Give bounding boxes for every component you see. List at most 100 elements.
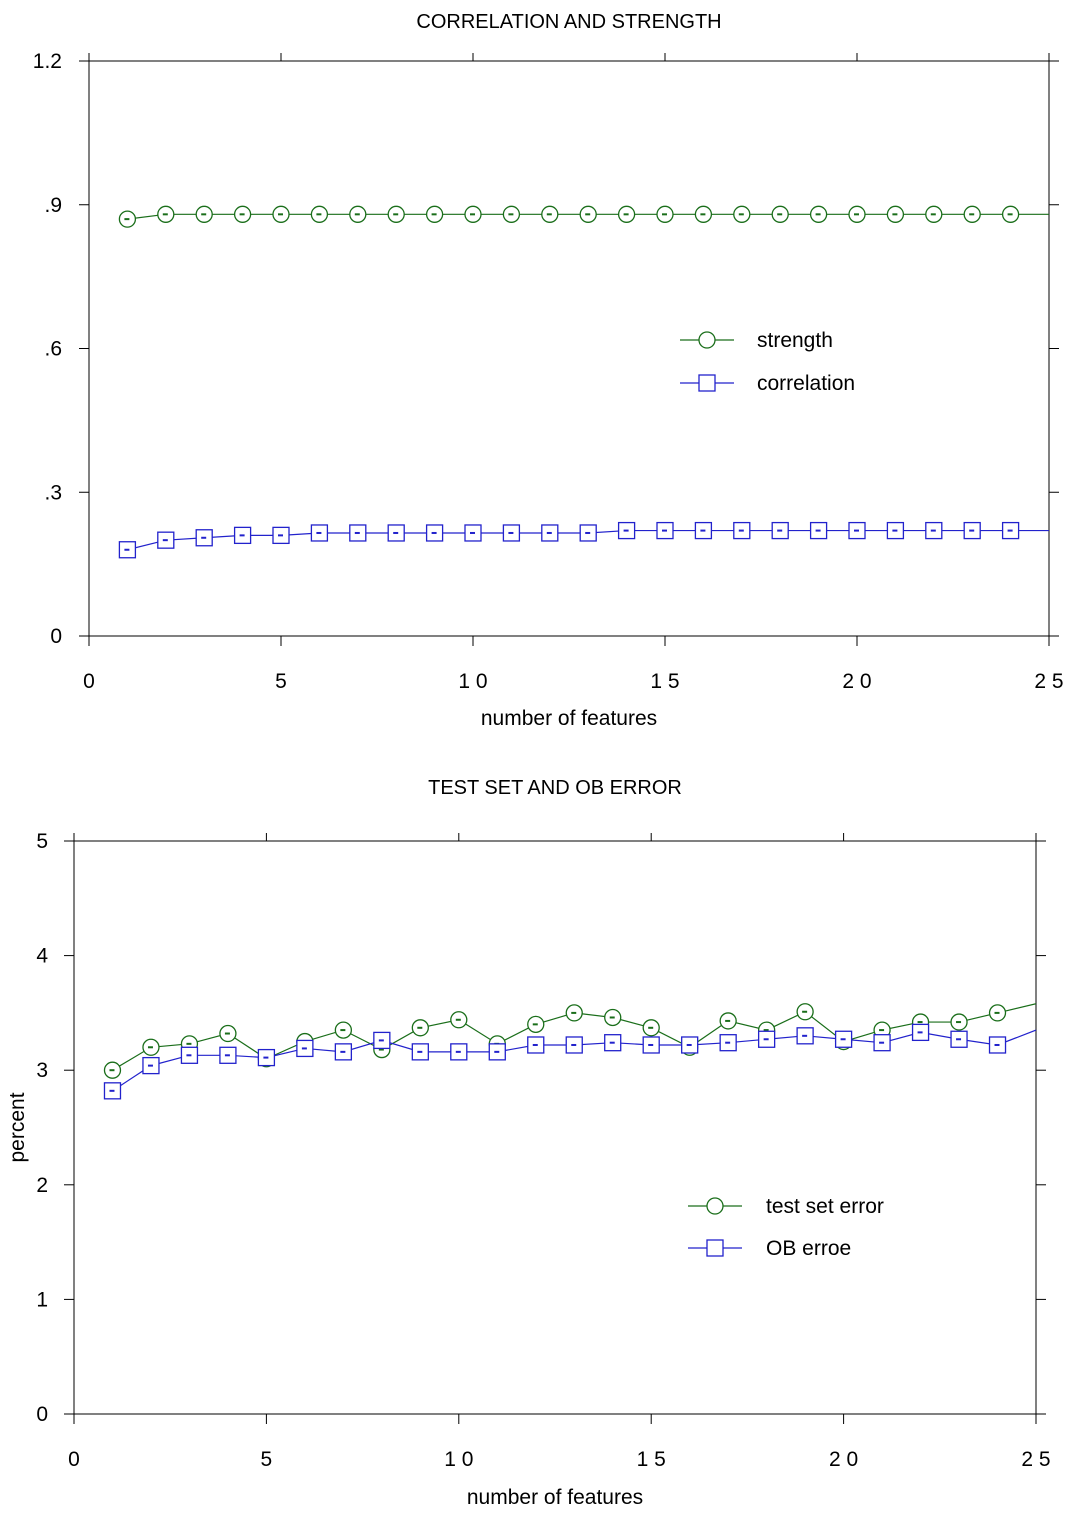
point-inner-mark: [224, 1054, 230, 1057]
point-inner-mark: [417, 1026, 423, 1029]
point-inner-mark: [1007, 529, 1013, 532]
point-inner-mark: [854, 529, 859, 532]
point-inner-mark: [316, 531, 322, 534]
series-square-group: [118, 521, 1049, 559]
point-inner-mark: [455, 1050, 461, 1053]
point-inner-mark: [470, 213, 475, 216]
point-inner-mark: [109, 1089, 115, 1092]
point-inner-mark: [494, 1050, 500, 1053]
y-tick-label: 0: [36, 1403, 48, 1426]
point-inner-mark: [648, 1043, 654, 1046]
point-inner-mark: [147, 1064, 153, 1067]
point-inner-mark: [455, 1018, 461, 1021]
point-inner-mark: [162, 539, 168, 542]
legend-marker-square: [706, 1239, 724, 1257]
y-tick-label: 1: [36, 1288, 48, 1311]
point-inner-mark: [609, 1016, 615, 1019]
point-inner-mark: [393, 213, 399, 216]
point-inner-mark: [840, 1038, 846, 1041]
point-inner-mark: [917, 1021, 923, 1024]
x-tick-label: 1 0: [458, 670, 487, 693]
point-inner-mark: [201, 536, 207, 539]
y-tick-label: 2: [36, 1174, 48, 1197]
legend-label: OB erroe: [766, 1237, 851, 1260]
point-inner-mark: [417, 1050, 423, 1053]
point-inner-mark: [956, 1038, 962, 1041]
point-inner-mark: [124, 218, 130, 221]
point-inner-mark: [224, 1032, 230, 1035]
point-inner-mark: [623, 213, 629, 216]
x-tick-label: 2 5: [1034, 670, 1063, 693]
point-inner-mark: [892, 529, 898, 532]
point-inner-mark: [354, 531, 360, 534]
point-inner-mark: [969, 213, 975, 216]
point-inner-mark: [686, 1043, 692, 1046]
x-axis-label: number of features: [481, 707, 657, 730]
x-axis-label: number of features: [467, 1486, 643, 1509]
x-tick-label: 2 5: [1021, 1448, 1050, 1471]
y-tick-label: .3: [44, 481, 62, 504]
point-inner-mark: [508, 213, 514, 216]
point-inner-mark: [378, 1039, 384, 1042]
point-inner-mark: [546, 213, 552, 216]
point-inner-mark: [956, 1021, 962, 1024]
point-inner-mark: [532, 1043, 538, 1046]
point-inner-mark: [340, 1029, 346, 1032]
point-inner-mark: [585, 531, 591, 534]
point-inner-mark: [508, 531, 514, 534]
point-inner-mark: [431, 531, 437, 534]
point-inner-mark: [571, 1043, 577, 1046]
point-inner-mark: [930, 529, 936, 532]
point-inner-mark: [725, 1041, 731, 1044]
point-inner-mark: [879, 1041, 885, 1044]
x-tick-label: 0: [83, 670, 95, 693]
point-inner-mark: [239, 534, 245, 537]
y-tick-label: .6: [44, 338, 62, 361]
y-tick-label: 0: [50, 625, 62, 648]
legend-marker-square: [698, 374, 716, 392]
point-inner-mark: [340, 1050, 346, 1053]
point-inner-mark: [124, 548, 130, 551]
legend-label: strength: [757, 329, 833, 352]
correlation-strength-chart: CORRELATION AND STRENGTH 0 5 1 0 1 5 2 0 2 5 0.…: [33, 11, 1064, 730]
point-inner-mark: [378, 1048, 384, 1051]
point-inner-mark: [994, 1011, 1000, 1014]
point-inner-mark: [777, 529, 783, 532]
y-tick-label: 5: [36, 830, 48, 853]
point-inner-mark: [662, 529, 667, 532]
point-inner-mark: [994, 1043, 1000, 1046]
point-inner-mark: [763, 1029, 769, 1032]
plot-frame: [73, 840, 1037, 1415]
test-set-ob-error-chart: TEST SET AND OB ERROR 0 5 1 0 1 5 2 0 2 5 0 1 2 3 4…: [6, 777, 1051, 1509]
x-tick-label: 1 5: [650, 670, 679, 693]
point-inner-mark: [585, 213, 591, 216]
point-inner-mark: [969, 529, 975, 532]
point-inner-mark: [147, 1046, 153, 1049]
x-tick-label: 0: [68, 1448, 80, 1471]
point-inner-mark: [609, 1041, 615, 1044]
x-tick-label: 1 0: [444, 1448, 473, 1471]
point-inner-mark: [571, 1011, 577, 1014]
point-inner-mark: [700, 529, 706, 532]
plot-frame: [88, 60, 1050, 637]
point-inner-mark: [393, 531, 399, 534]
point-inner-mark: [725, 1019, 731, 1022]
point-inner-mark: [854, 213, 859, 216]
series-circle-group: [118, 205, 1049, 228]
x-tick-label: 2 0: [842, 670, 871, 693]
point-inner-mark: [700, 213, 706, 216]
point-inner-mark: [763, 1038, 769, 1041]
y-tick-label: .9: [44, 194, 62, 217]
point-inner-mark: [802, 1034, 808, 1037]
point-inner-mark: [278, 534, 283, 537]
legend-marker-circle: [706, 1197, 724, 1215]
point-inner-mark: [738, 529, 744, 532]
chart-title: TEST SET AND OB ERROR: [428, 777, 682, 799]
point-inner-mark: [917, 1031, 923, 1034]
point-inner-mark: [201, 213, 207, 216]
x-tick-label: 2 0: [829, 1448, 858, 1471]
point-inner-mark: [186, 1042, 192, 1045]
point-inner-mark: [879, 1029, 885, 1032]
point-inner-mark: [301, 1047, 307, 1050]
point-inner-mark: [316, 213, 322, 216]
